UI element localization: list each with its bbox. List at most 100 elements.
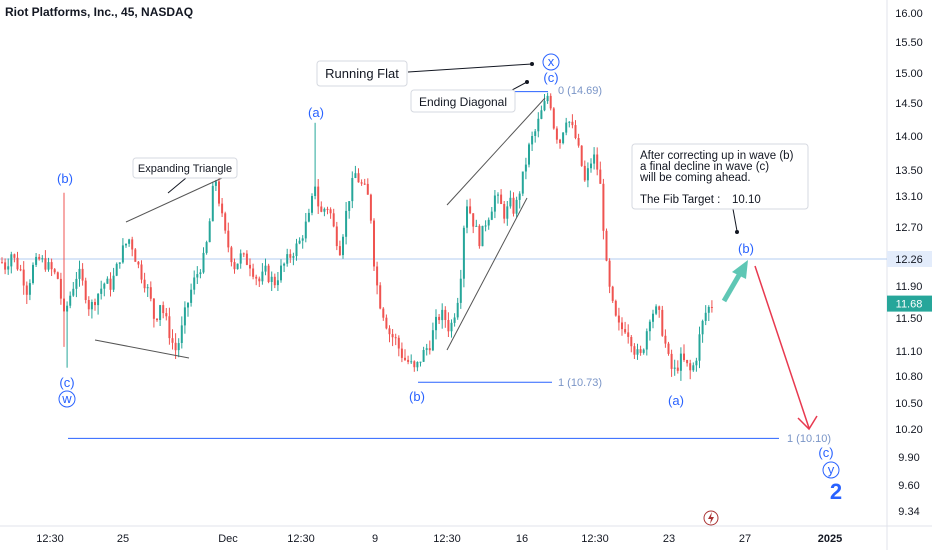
candle-body bbox=[571, 121, 574, 126]
candle-body bbox=[490, 211, 493, 220]
candle-body bbox=[518, 193, 521, 200]
candle-body bbox=[400, 348, 403, 358]
wave-label-y: y bbox=[828, 462, 835, 477]
candle-body bbox=[438, 316, 441, 321]
candle-body bbox=[357, 173, 360, 183]
marked-price-badge[interactable]: 12.26 bbox=[887, 251, 932, 267]
candle-body bbox=[621, 322, 623, 330]
expanding-triangle-lower-line[interactable] bbox=[94, 339, 190, 359]
candle-body bbox=[233, 262, 236, 270]
candle-body bbox=[686, 360, 689, 364]
note-line-3: will be coming ahead. bbox=[639, 172, 751, 184]
running-flat-label: Running Flat bbox=[325, 66, 399, 81]
candle-body bbox=[239, 253, 242, 264]
candle-body bbox=[128, 239, 131, 244]
time-axis[interactable]: 12:30 25 Dec 12:30 9 12:30 16 12:30 23 27 2025 bbox=[36, 533, 842, 545]
candle-body bbox=[329, 209, 332, 214]
expanding-triangle-callout[interactable]: Expanding Triangle bbox=[132, 157, 238, 179]
callout-box bbox=[316, 60, 408, 87]
candle-body bbox=[704, 312, 707, 321]
y-tick-label: 14.00 bbox=[895, 131, 923, 143]
candle-body bbox=[376, 266, 379, 286]
candle-body bbox=[555, 128, 558, 140]
candle-body bbox=[528, 144, 530, 165]
candle-body bbox=[131, 239, 134, 250]
candle-body bbox=[25, 285, 28, 295]
note-target-label: The Fib Target : bbox=[640, 194, 720, 206]
price-axis[interactable]: 16.00 15.50 15.00 14.50 14.00 13.50 13.10 12.70… bbox=[895, 8, 923, 518]
candle-body bbox=[199, 272, 202, 275]
candle-body bbox=[224, 213, 227, 231]
candle-body bbox=[301, 238, 304, 241]
ending-diagonal-upper-line[interactable] bbox=[446, 97, 546, 206]
candle-body bbox=[13, 254, 16, 258]
event-icon[interactable] bbox=[703, 510, 719, 526]
candle-body bbox=[574, 125, 577, 138]
candle-body bbox=[1, 262, 3, 264]
candle-body bbox=[289, 254, 292, 258]
candle-body bbox=[4, 262, 7, 270]
candle-body bbox=[332, 213, 335, 227]
candle-body bbox=[655, 306, 658, 314]
candle-body bbox=[478, 225, 481, 247]
ending-diagonal-lower-line[interactable] bbox=[446, 197, 528, 351]
candle-body bbox=[410, 361, 413, 363]
candle-body bbox=[419, 361, 422, 363]
candle-body bbox=[652, 313, 654, 322]
marked-price-value: 12.26 bbox=[895, 254, 923, 266]
y-tick-label: 10.80 bbox=[895, 371, 923, 383]
candle-body bbox=[565, 122, 568, 133]
candle-body bbox=[78, 268, 81, 279]
candle-body bbox=[472, 213, 475, 227]
candle-body bbox=[515, 199, 518, 214]
candle-body bbox=[388, 328, 391, 335]
candle-body bbox=[22, 269, 25, 286]
candle-body bbox=[484, 225, 487, 227]
last-price-badge-bg bbox=[887, 295, 932, 312]
fib-target-note[interactable]: After correcting up in wave (b) a final … bbox=[631, 143, 809, 210]
candle-body bbox=[425, 348, 428, 350]
candle-body bbox=[679, 353, 682, 371]
candle-body bbox=[109, 278, 112, 290]
candle-body bbox=[56, 272, 59, 279]
ending-diagonal-callout[interactable]: Ending Diagonal bbox=[410, 89, 516, 113]
y-tick-label: 10.50 bbox=[895, 398, 923, 410]
candle-body bbox=[205, 242, 208, 253]
wave-label-c3: (c) bbox=[818, 445, 833, 460]
candle-body bbox=[391, 334, 394, 338]
candle-body bbox=[307, 212, 310, 222]
candle-body bbox=[236, 263, 239, 270]
candle-body bbox=[602, 183, 605, 231]
candle-body bbox=[447, 320, 450, 332]
candle-body bbox=[627, 332, 630, 337]
candle-body bbox=[134, 249, 137, 262]
candle-body bbox=[546, 95, 549, 102]
candle-body bbox=[695, 360, 698, 366]
candle-body bbox=[103, 283, 106, 289]
candle-body bbox=[66, 305, 69, 312]
candle-body bbox=[342, 236, 344, 256]
x-tick-label: 9 bbox=[372, 533, 378, 545]
candle-body bbox=[459, 278, 462, 303]
candle-body bbox=[187, 302, 189, 308]
candle-body bbox=[286, 254, 289, 264]
candle-body bbox=[549, 95, 552, 109]
note-dot bbox=[735, 230, 739, 234]
last-price-badge[interactable]: 11.68 bbox=[887, 295, 932, 312]
candle-body bbox=[72, 288, 75, 296]
candle-body bbox=[230, 247, 233, 263]
running-flat-callout[interactable]: Running Flat bbox=[316, 60, 408, 87]
wave-label-b2: (b) bbox=[409, 389, 425, 404]
x-tick-label: 12:30 bbox=[433, 533, 461, 545]
candle-body bbox=[373, 220, 375, 267]
candle-body bbox=[692, 365, 695, 371]
expanding-triangle-upper-line[interactable] bbox=[125, 177, 223, 223]
candle-body bbox=[404, 357, 406, 360]
candles[interactable] bbox=[1, 92, 713, 381]
projection-down-arrow[interactable] bbox=[754, 265, 818, 431]
candle-body bbox=[580, 145, 583, 166]
x-tick-label: 25 bbox=[117, 533, 129, 545]
projection-up-arrow[interactable] bbox=[721, 260, 748, 303]
candle-body bbox=[180, 325, 183, 343]
